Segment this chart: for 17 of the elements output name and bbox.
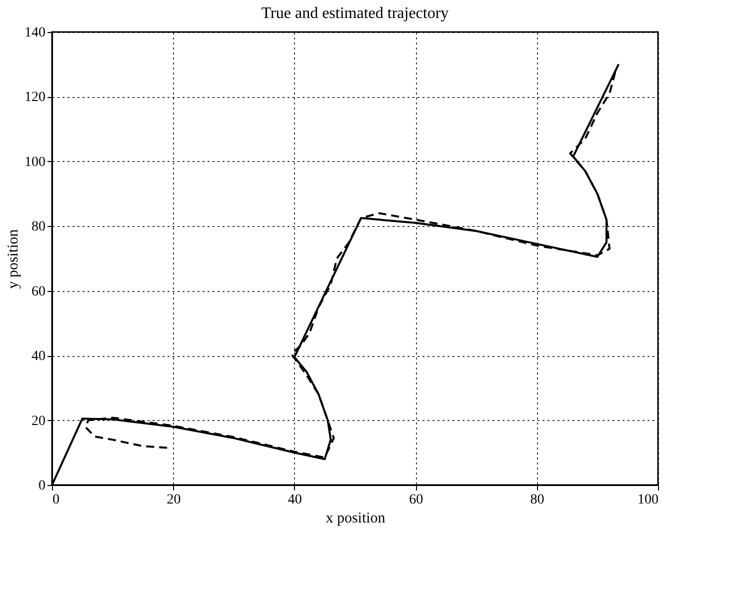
y-axis-title: y position xyxy=(6,228,22,289)
x-tick-label: 0 xyxy=(52,492,60,508)
chart-title: True and estimated trajectory xyxy=(261,5,449,22)
x-tick-label: 80 xyxy=(530,492,544,508)
y-tick-label: 120 xyxy=(24,90,46,106)
y-tick-label: 0 xyxy=(38,478,46,494)
y-tick-label: 140 xyxy=(24,26,46,40)
x-axis-title: x position xyxy=(326,510,386,526)
x-tick-label: 20 xyxy=(166,492,181,508)
x-tick-label: 100 xyxy=(638,492,658,508)
y-tick-label: 40 xyxy=(32,349,46,364)
x-tick-label: 60 xyxy=(409,492,424,508)
y-tick-label: 20 xyxy=(32,414,46,429)
y-tick-label: 100 xyxy=(24,154,46,170)
x-tick-label: 40 xyxy=(288,492,302,508)
y-tick-label: 80 xyxy=(32,220,46,235)
y-tick-label: 60 xyxy=(32,284,46,300)
